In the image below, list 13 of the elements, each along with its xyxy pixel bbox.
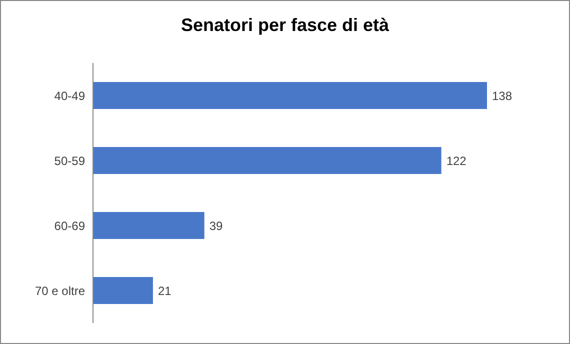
data-label: 21 [158,284,172,298]
data-label: 122 [446,154,467,168]
chart-title: Senatori per fasce di età [180,15,390,36]
data-label: 138 [492,88,512,103]
y-tick-label: 50-59 [54,154,86,168]
data-label: 39 [209,218,224,233]
y-tick-label: 70 e oltre [34,284,86,298]
bar [93,82,487,109]
y-tick-label: 60-69 [54,218,86,233]
y-tick-label: 40-49 [54,88,86,103]
bar [93,212,204,239]
bar [93,147,442,174]
bar [93,277,153,304]
